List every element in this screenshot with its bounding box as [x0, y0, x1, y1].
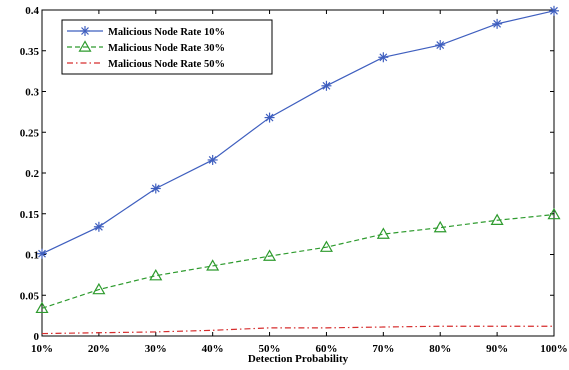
y-tick-label: 0.3 [25, 87, 39, 99]
data-point-marker-stroke [208, 156, 217, 164]
legend-marker-shape [78, 40, 92, 52]
data-point [264, 112, 275, 123]
legend-box [61, 19, 273, 75]
x-tick-label: 90% [486, 343, 508, 355]
series-line [41, 10, 555, 255]
legend: Malicious Node Rate 10% Malicious Node Ra… [61, 19, 273, 75]
series-2 [35, 207, 561, 314]
x-tick-label: 70% [372, 343, 394, 355]
data-point [433, 220, 447, 233]
legend-marker-shape-stroke [81, 27, 89, 35]
x-axis-title: Detection Probability [248, 353, 349, 365]
data-point-marker-stroke [265, 113, 274, 122]
x-tick-label: 50% [259, 343, 281, 355]
data-point [549, 5, 559, 16]
data-point [93, 221, 104, 232]
x-tick-label: 30% [145, 343, 167, 355]
y-tick-label: 0.4 [25, 5, 39, 17]
x-tick-label: 10% [31, 343, 53, 355]
series-1 [37, 5, 559, 259]
data-point-marker [547, 207, 561, 220]
y-tick-label: 0.2 [25, 168, 39, 180]
x-axis: 10% 20% 30% 40% 50% 60% 70% 80% 90% 100% [31, 10, 568, 355]
data-point-marker [92, 282, 106, 295]
data-point [92, 282, 106, 295]
data-point-marker [35, 301, 49, 314]
y-tick-label: 0.25 [20, 127, 40, 139]
data-point-marker [319, 240, 333, 252]
data-point [207, 154, 218, 165]
data-point-marker-stroke [322, 81, 331, 90]
data-point [150, 183, 161, 194]
data-point [435, 40, 446, 51]
data-point [35, 301, 49, 314]
data-point [547, 207, 561, 220]
y-tick-label: 0 [34, 331, 40, 343]
series-line [41, 213, 555, 309]
legend-label: Malicious Node Rate 30% [108, 43, 225, 54]
data-point-marker-stroke [38, 249, 46, 258]
data-point [37, 248, 47, 259]
y-tick-label: 0.35 [20, 46, 40, 58]
x-tick-label: 20% [88, 343, 110, 355]
x-tick-label: 80% [429, 343, 451, 355]
series-line [41, 325, 554, 335]
data-point-marker-stroke [151, 184, 160, 193]
data-point [376, 227, 390, 239]
y-tick-label: 0.1 [25, 250, 39, 262]
data-point-marker-stroke [550, 6, 558, 15]
data-point [321, 80, 332, 91]
legend-marker [78, 40, 92, 52]
data-point [149, 268, 163, 281]
data-point [378, 52, 389, 63]
series-3 [41, 325, 554, 335]
data-point-marker [263, 249, 277, 261]
data-point [490, 213, 504, 225]
data-point-marker [149, 268, 163, 281]
data-point-marker-stroke [436, 41, 445, 49]
series-layer [35, 5, 561, 335]
data-point-marker-stroke [94, 222, 103, 231]
data-point-marker [490, 213, 504, 225]
data-point [206, 259, 220, 271]
data-point [263, 249, 277, 261]
legend-label: Malicious Node Rate 50% [108, 59, 225, 70]
x-tick-label: 60% [315, 343, 337, 355]
data-point-marker-stroke [493, 19, 502, 28]
y-tick-label: 0.05 [20, 290, 40, 302]
data-point-marker [206, 259, 220, 271]
data-point-marker [433, 220, 447, 233]
legend-marker [80, 26, 90, 36]
data-point [319, 240, 333, 252]
legend-label: Malicious Node Rate 10% [108, 27, 225, 38]
data-point [492, 18, 503, 29]
data-point-marker [376, 227, 390, 239]
x-tick-label: 40% [202, 343, 224, 355]
x-tick-label: 100% [540, 343, 568, 355]
y-tick-label: 0.15 [20, 209, 40, 221]
data-point-marker-stroke [379, 53, 388, 62]
